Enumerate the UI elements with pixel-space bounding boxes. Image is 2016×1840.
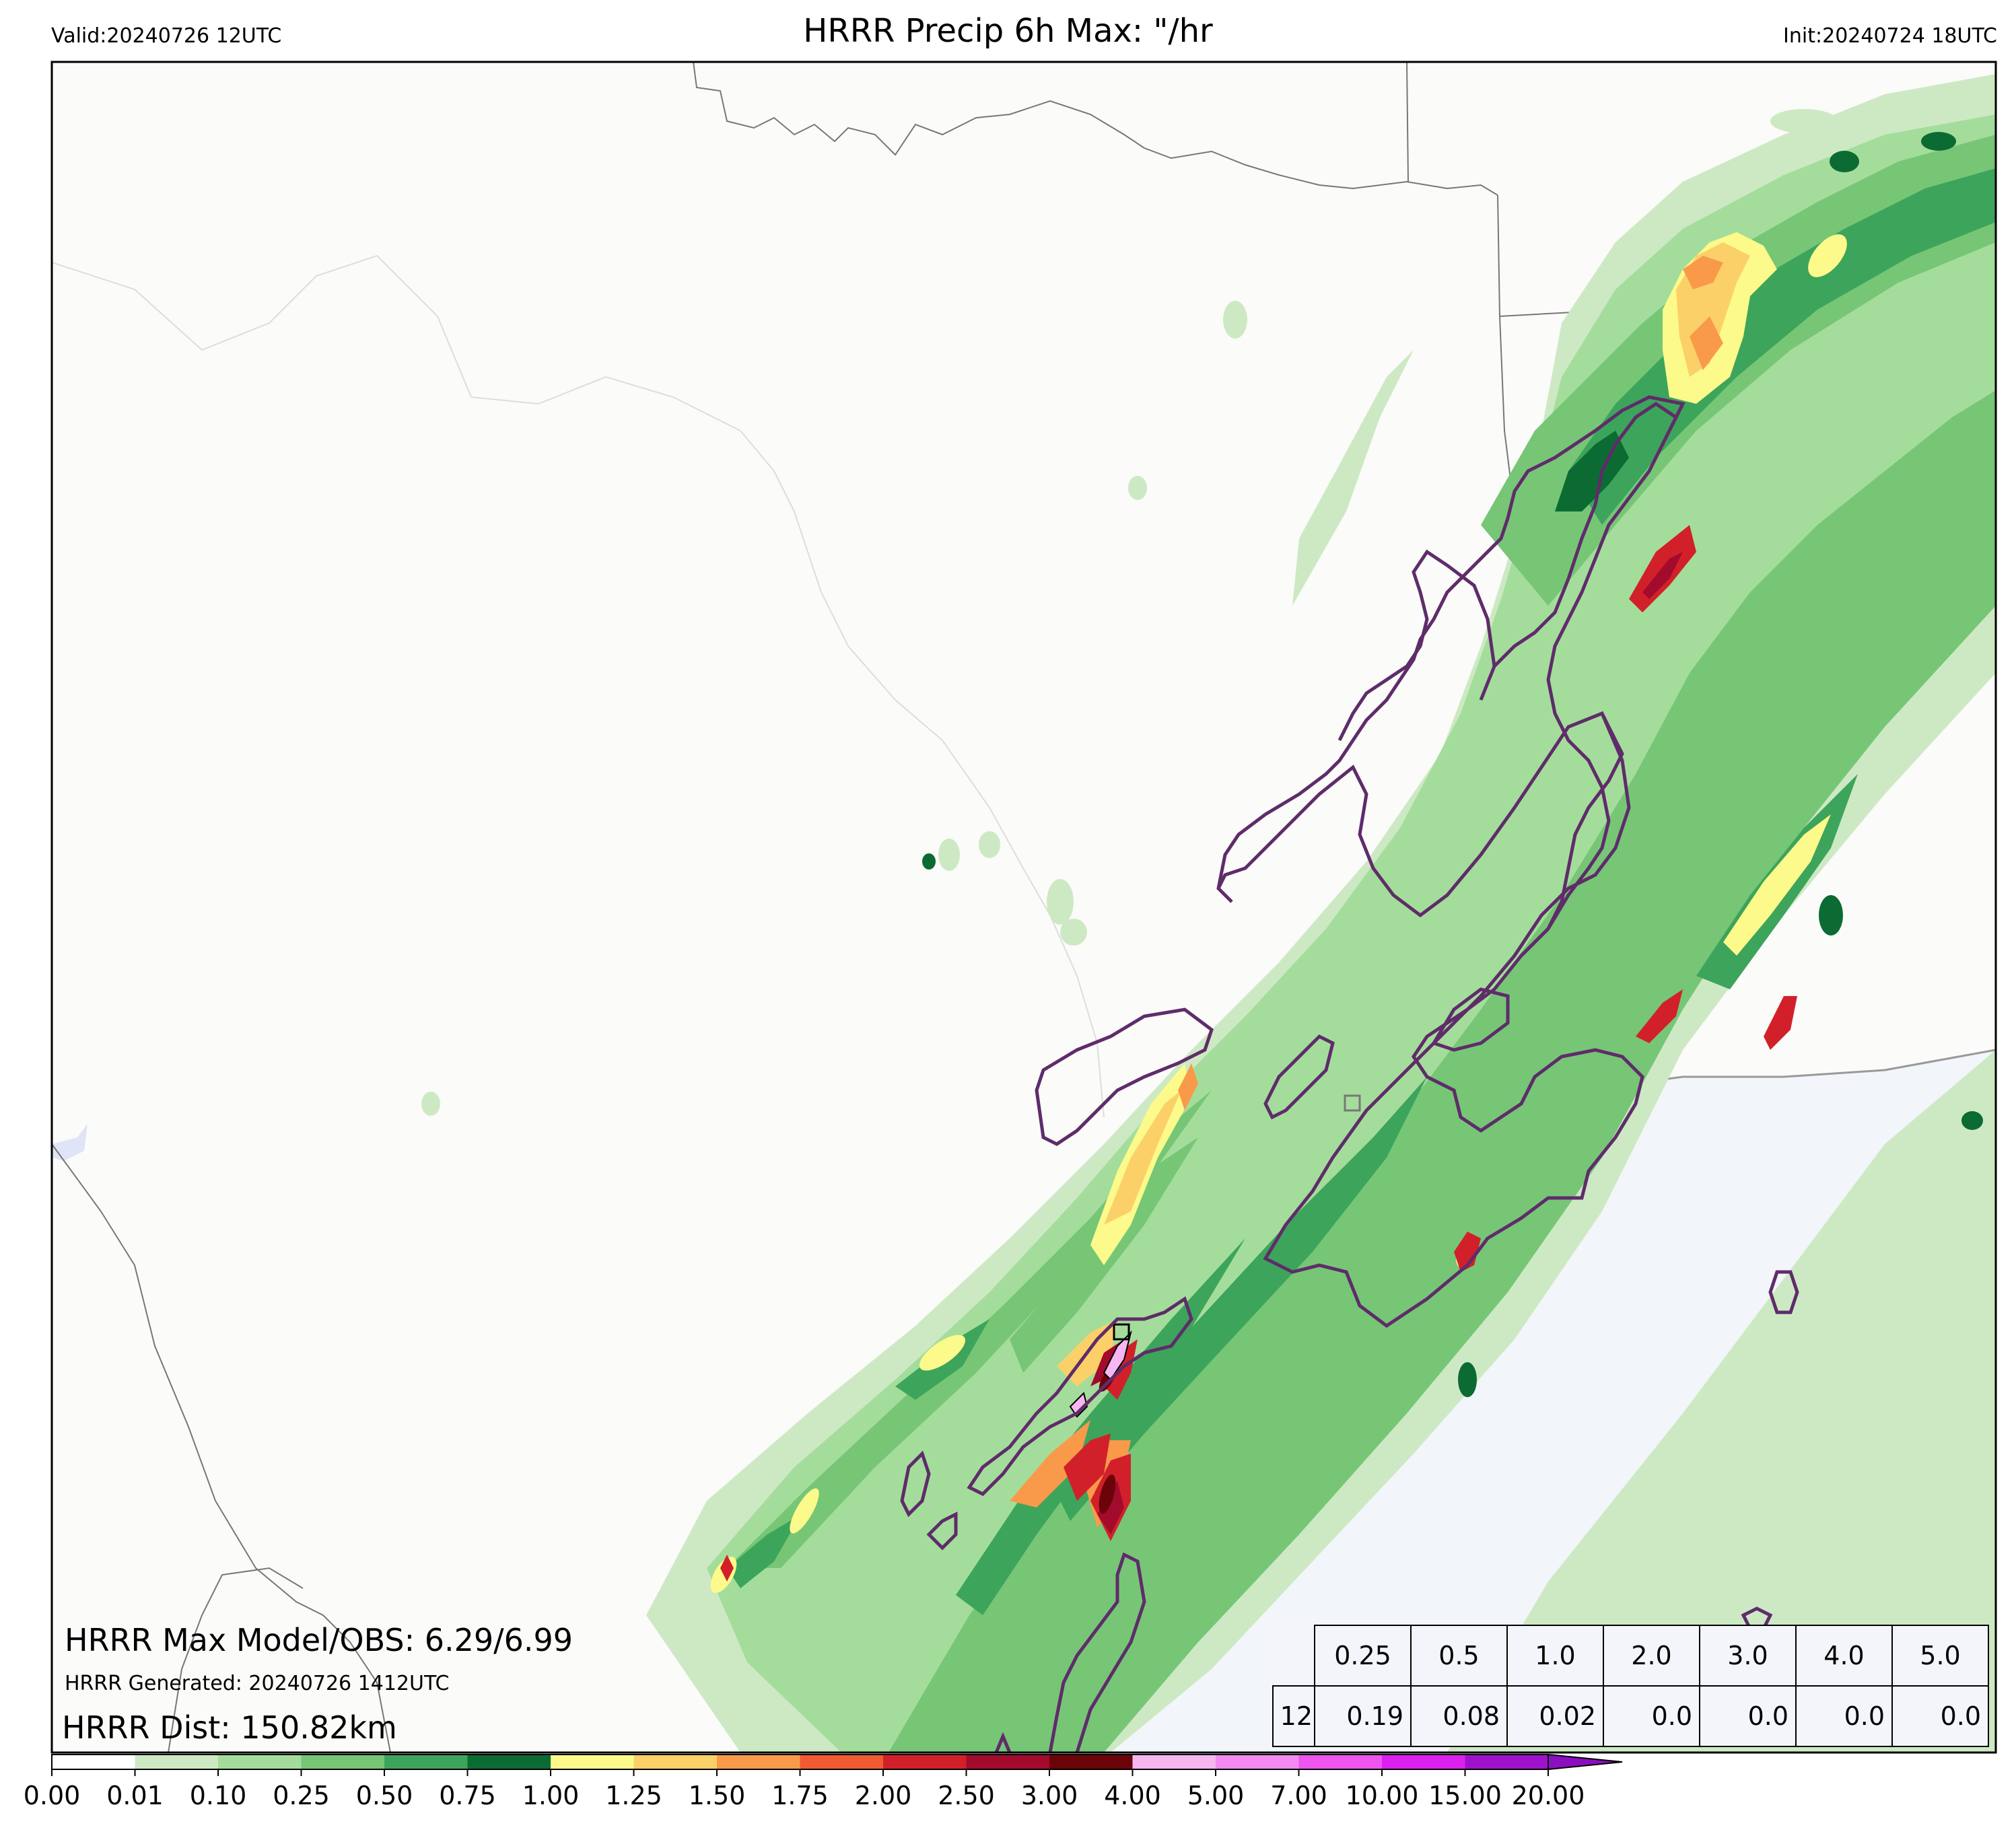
obs-contours	[900, 395, 1799, 1753]
threshold-cell: 4.0	[1795, 1625, 1893, 1687]
value-cell: 0.02	[1506, 1685, 1604, 1747]
value-cell: 0.08	[1410, 1685, 1508, 1747]
value-cell: 0.0	[1603, 1685, 1700, 1747]
value-cell: 0.0	[1699, 1685, 1797, 1747]
max-model-obs: HRRR Max Model/OBS: 6.29/6.99	[65, 1622, 573, 1658]
threshold-cell: 3.0	[1699, 1625, 1797, 1687]
small-lake	[52, 1124, 88, 1161]
threshold-cell: 0.25	[1314, 1625, 1412, 1687]
stats-header-row: 0.25 0.5 1.0 2.0 3.0 4.0 5.0	[1273, 1625, 1989, 1687]
stats-value-row: 12 0.19 0.08 0.02 0.0 0.0 0.0 0.0	[1272, 1685, 1989, 1747]
row-label: 12	[1272, 1685, 1315, 1747]
value-cell: 0.19	[1314, 1685, 1412, 1747]
valid-time: Valid:20240726 12UTC	[51, 24, 282, 48]
threshold-cell: 2.0	[1603, 1625, 1700, 1687]
value-cell: 0.0	[1891, 1685, 1989, 1747]
value-cell: 0.0	[1795, 1685, 1893, 1747]
precip-field	[421, 74, 1996, 1753]
stats-corner	[1273, 1625, 1315, 1687]
stats-table: 0.25 0.5 1.0 2.0 3.0 4.0 5.0 12 0.19 0.0…	[1272, 1625, 1989, 1747]
faint-county-lines	[52, 254, 1105, 1118]
threshold-cell: 5.0	[1891, 1625, 1989, 1687]
threshold-cell: 1.0	[1506, 1625, 1604, 1687]
generated-time: HRRR Generated: 20240726 1412UTC	[65, 1672, 450, 1695]
hrrr-distance: HRRR Dist: 150.82km	[62, 1709, 397, 1746]
map-title: HRRR Precip 6h Max: "/hr	[803, 12, 1213, 50]
threshold-cell: 0.5	[1410, 1625, 1508, 1687]
map-frame	[50, 61, 1997, 1754]
init-time: Init:20240724 18UTC	[1783, 24, 1997, 48]
